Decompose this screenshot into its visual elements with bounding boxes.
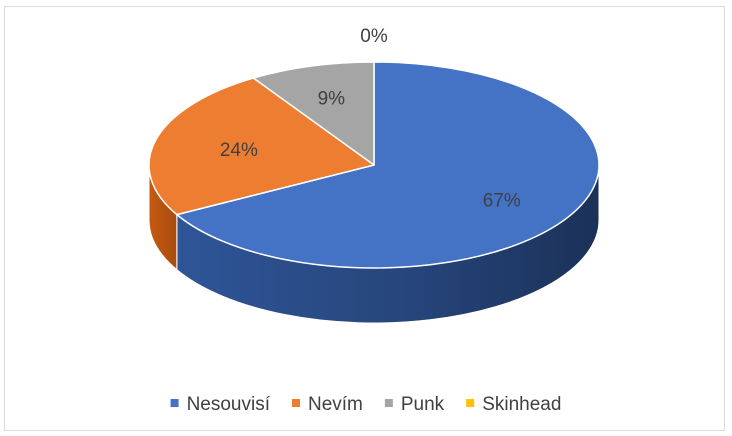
slice-nevim xyxy=(148,77,375,216)
legend-swatch-nesouvisi xyxy=(170,399,179,407)
legend-label-nesouvisi: Nesouvisí xyxy=(187,394,271,415)
slice-punk xyxy=(252,61,375,166)
slice-nesouvisi xyxy=(176,61,600,269)
legend-swatch-nevim xyxy=(291,399,300,407)
legend-label-punk: Punk xyxy=(401,394,445,415)
data-label-nevim: 24% xyxy=(220,140,258,161)
data-label-punk: 9% xyxy=(318,89,346,110)
legend-swatch-punk xyxy=(384,399,393,407)
data-label-skinhead: 0% xyxy=(360,26,388,47)
legend: Nesouvisí Nevím Punk Skinhead xyxy=(170,394,561,415)
legend-swatch-skinhead xyxy=(466,399,475,407)
pie-tops xyxy=(148,61,600,269)
data-labels: 67% 24% 9% 0% xyxy=(220,26,521,212)
legend-label-skinhead: Skinhead xyxy=(482,394,561,415)
legend-label-nevim: Nevím xyxy=(308,394,363,415)
data-label-nesouvisi: 67% xyxy=(483,191,521,212)
